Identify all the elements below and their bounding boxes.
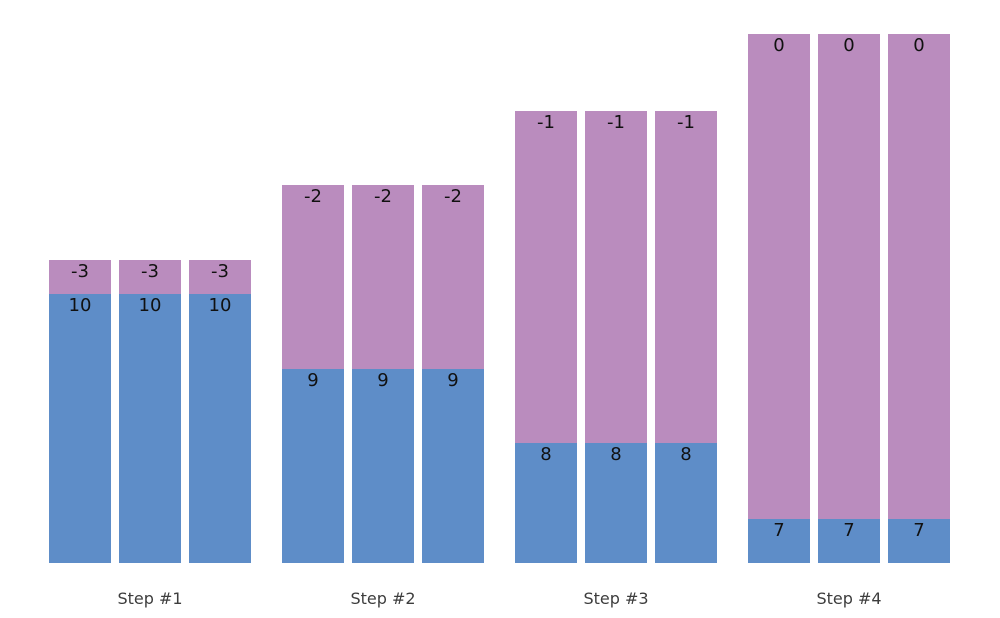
stacked-bar: 0 7 xyxy=(748,34,810,563)
category-label: Step #4 xyxy=(816,589,882,608)
bar-segment-bottom: 8 xyxy=(515,443,577,563)
bar-value-label: 9 xyxy=(377,370,389,391)
bar-segment-bottom: 9 xyxy=(352,369,414,563)
bar-value-label: 0 xyxy=(773,35,785,56)
bar-value-label: -3 xyxy=(141,261,159,282)
stacked-bar: -1 8 xyxy=(515,111,577,563)
bar-segment-bottom: 9 xyxy=(422,369,484,563)
stacked-bar: 0 7 xyxy=(818,34,880,563)
stacked-bar: 0 7 xyxy=(888,34,950,563)
bar-value-label: 0 xyxy=(843,35,855,56)
bar-value-label: 10 xyxy=(138,295,162,316)
bar-value-label: 8 xyxy=(540,444,552,465)
stacked-bar: -3 10 xyxy=(189,260,251,563)
stacked-bar: -2 9 xyxy=(422,185,484,563)
stacked-bar: -3 10 xyxy=(119,260,181,563)
bar-value-label: -3 xyxy=(71,261,89,282)
bar-value-label: -2 xyxy=(374,186,392,207)
stacked-bar: -1 8 xyxy=(655,111,717,563)
bar-segment-bottom: 10 xyxy=(189,294,251,563)
stacked-bar: -1 8 xyxy=(585,111,647,563)
bar-cluster: 0 7 0 7 0 7 xyxy=(748,34,950,563)
bar-segment-bottom: 7 xyxy=(818,519,880,563)
bar-group-step-3: -1 8 -1 8 -1 8 Step #3 xyxy=(515,111,717,607)
bar-value-label: -1 xyxy=(537,112,555,133)
bar-cluster: -3 10 -3 10 -3 10 xyxy=(49,260,251,563)
bar-cluster: -2 9 -2 9 -2 9 xyxy=(282,185,484,563)
bar-segment-bottom: 10 xyxy=(119,294,181,563)
bar-value-label: 8 xyxy=(610,444,622,465)
bar-value-label: 10 xyxy=(68,295,92,316)
bar-value-label: 9 xyxy=(307,370,319,391)
bar-segment-top: -1 xyxy=(655,111,717,443)
bar-value-label: -3 xyxy=(211,261,229,282)
bar-segment-top: -2 xyxy=(282,185,344,369)
bar-segment-top: -3 xyxy=(189,260,251,294)
bar-segment-top: -3 xyxy=(49,260,111,294)
bar-segment-bottom: 7 xyxy=(888,519,950,563)
bar-value-label: -1 xyxy=(677,112,695,133)
category-label: Step #1 xyxy=(117,589,183,608)
bar-value-label: 10 xyxy=(208,295,232,316)
bar-segment-top: -2 xyxy=(352,185,414,369)
bar-value-label: 7 xyxy=(773,520,785,541)
bar-value-label: -2 xyxy=(444,186,462,207)
bar-segment-bottom: 7 xyxy=(748,519,810,563)
bar-segment-top: -3 xyxy=(119,260,181,294)
bar-segment-top: -1 xyxy=(515,111,577,443)
bar-group-step-4: 0 7 0 7 0 7 Step #4 xyxy=(748,34,950,607)
stacked-bar: -2 9 xyxy=(352,185,414,563)
bar-segment-top: 0 xyxy=(748,34,810,519)
bar-cluster: -1 8 -1 8 -1 8 xyxy=(515,111,717,563)
bar-group-step-2: -2 9 -2 9 -2 9 Step #2 xyxy=(282,185,484,607)
bar-segment-bottom: 10 xyxy=(49,294,111,563)
bar-value-label: 7 xyxy=(843,520,855,541)
stacked-bar: -2 9 xyxy=(282,185,344,563)
bar-segment-top: -1 xyxy=(585,111,647,443)
category-label: Step #3 xyxy=(583,589,649,608)
bar-value-label: 7 xyxy=(913,520,925,541)
bar-segment-top: -2 xyxy=(422,185,484,369)
bar-value-label: 0 xyxy=(913,35,925,56)
stacked-bar: -3 10 xyxy=(49,260,111,563)
bar-group-step-1: -3 10 -3 10 -3 10 Step #1 xyxy=(49,260,251,607)
bar-value-label: 9 xyxy=(447,370,459,391)
bar-segment-bottom: 8 xyxy=(585,443,647,563)
bar-segment-bottom: 9 xyxy=(282,369,344,563)
bar-segment-top: 0 xyxy=(818,34,880,519)
bar-value-label: -2 xyxy=(304,186,322,207)
chart-plot-area: -3 10 -3 10 -3 10 Step #1 -2 9 xyxy=(49,34,950,607)
category-label: Step #2 xyxy=(350,589,416,608)
bar-segment-bottom: 8 xyxy=(655,443,717,563)
bar-segment-top: 0 xyxy=(888,34,950,519)
bar-value-label: 8 xyxy=(680,444,692,465)
bar-value-label: -1 xyxy=(607,112,625,133)
